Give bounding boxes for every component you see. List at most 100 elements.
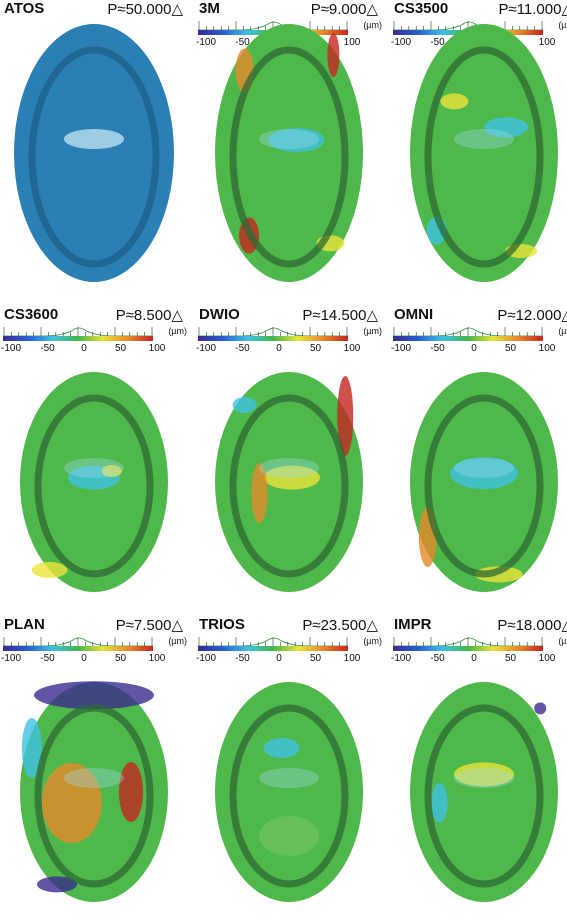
- deviation-patch: [268, 128, 325, 153]
- scale-tick-label: 100: [538, 653, 556, 664]
- p-value: P≈50.000△: [107, 1, 183, 18]
- scale-unit: (µm): [558, 636, 567, 646]
- deviation-patch: [34, 681, 154, 710]
- surface-highlight: [64, 458, 124, 478]
- scale-tick-label: 100: [148, 343, 166, 354]
- scale-tick-label: -50: [40, 343, 55, 354]
- scale-tick-label: 0: [471, 343, 477, 354]
- p-value: P≈7.500△: [115, 617, 183, 634]
- scan-surface-image: [390, 366, 567, 598]
- scan-inner-wall: [424, 394, 544, 578]
- scale-tick-label: -50: [235, 653, 250, 664]
- scan-surface-image: [390, 676, 567, 908]
- deviation-patch: [232, 397, 257, 413]
- color-scale-bar: -100 -50 0 50 100(µm): [0, 325, 187, 355]
- scanner-name: CS3600: [4, 306, 59, 323]
- scale-unit: (µm): [558, 326, 567, 336]
- gradient-bar: [198, 646, 348, 651]
- scale-tick-label: -50: [430, 653, 445, 664]
- deviation-patch: [101, 465, 122, 477]
- scan-outer-rim: [14, 24, 174, 282]
- surface-highlight: [64, 129, 124, 149]
- deviation-patch: [263, 738, 300, 758]
- scanner-name: IMPR: [394, 616, 432, 633]
- scan-surface-image: [195, 366, 384, 598]
- scale-tick-label: 100: [538, 37, 556, 48]
- scale-unit: (µm): [558, 20, 567, 30]
- scale-tick-label: -100: [390, 343, 412, 354]
- scan-surface-image: [0, 18, 189, 288]
- scale-tick-label: 100: [343, 653, 361, 664]
- gradient-bar: [3, 646, 153, 651]
- panel-impr: IMPR P≈18.000△ -100 -50 0 50 100(µm): [390, 616, 567, 920]
- scan-surface-image: [195, 18, 384, 288]
- scanner-name: TRIOS: [199, 616, 245, 633]
- color-scale-bar: -100 -50 0 50 100(µm): [0, 635, 187, 665]
- gradient-bar: [393, 646, 543, 651]
- deviation-patch: [440, 93, 469, 110]
- color-scale-bar: -100 -50 0 50 100(µm): [196, 325, 382, 355]
- scale-unit: (µm): [168, 636, 187, 646]
- scale-tick-label: 50: [309, 343, 322, 354]
- deviation-patch: [454, 762, 514, 787]
- scale-tick-label: -100: [195, 37, 217, 48]
- deviation-patch: [431, 783, 448, 823]
- deviation-patch: [41, 763, 102, 843]
- gradient-bar: [198, 336, 348, 341]
- panel-trios: TRIOS P≈23.500△ -100 -50 0 50 100 (µm): [195, 616, 384, 920]
- scale-tick-label: 100: [148, 653, 166, 664]
- scale-tick-label: -100: [0, 653, 22, 664]
- scan-surface-image: [195, 676, 384, 908]
- scale-tick-label: -50: [235, 343, 250, 354]
- scanner-name: OMNI: [394, 306, 434, 323]
- scan-surface-image: [0, 676, 189, 908]
- scan-inner-wall: [34, 704, 154, 888]
- scanner-name: CS3500: [394, 0, 449, 17]
- scan-inner-wall: [229, 46, 349, 268]
- scale-tick-label: 0: [471, 653, 477, 664]
- p-value: P≈11.000△: [498, 1, 567, 18]
- p-value: P≈23.500△: [302, 617, 378, 634]
- scan-surface-image: [0, 366, 189, 598]
- scale-tick-label: -100: [390, 37, 412, 48]
- scale-tick-label: 100: [343, 37, 361, 48]
- scale-unit: (µm): [363, 20, 382, 30]
- scale-tick-label: 0: [276, 653, 282, 664]
- scale-unit: (µm): [363, 636, 382, 646]
- scale-unit: (µm): [363, 326, 382, 336]
- scale-tick-label: 0: [276, 343, 282, 354]
- scale-tick-label: 50: [309, 653, 322, 664]
- surface-highlight: [259, 458, 319, 478]
- deviation-patch: [263, 465, 320, 490]
- scale-unit: (µm): [168, 326, 187, 336]
- panel-dwio: DWIO P≈14.500△ -100 -50 0 50 100 (µm): [195, 306, 384, 610]
- p-value: P≈8.500△: [115, 307, 183, 324]
- scale-tick-label: 50: [504, 343, 517, 354]
- p-value: P≈9.000△: [310, 1, 378, 18]
- gradient-bar: [393, 336, 543, 341]
- deviation-patch: [31, 562, 68, 578]
- scan-inner-wall: [424, 46, 544, 268]
- scale-tick-label: -50: [430, 37, 445, 48]
- scale-tick-label: -50: [40, 653, 55, 664]
- surface-highlight: [259, 768, 319, 788]
- surface-highlight: [454, 129, 514, 149]
- scanner-name: 3M: [199, 0, 220, 17]
- scan-inner-wall: [28, 46, 160, 268]
- scale-tick-label: -50: [430, 343, 445, 354]
- scale-tick-label: -100: [390, 653, 412, 664]
- scale-tick-label: 50: [114, 343, 127, 354]
- scale-tick-label: -100: [195, 653, 217, 664]
- scale-tick-label: -100: [0, 343, 22, 354]
- scale-tick-label: -50: [235, 37, 250, 48]
- deviation-patch: [251, 463, 268, 523]
- surface-highlight: [64, 768, 124, 788]
- panel-plan: PLAN P≈7.500△ -100 -50 0 50 100 (µm): [0, 616, 189, 920]
- color-scale-bar: -100 -50 0 50 100(µm): [390, 325, 567, 355]
- deviation-patch: [119, 762, 143, 822]
- scan-inner-wall: [229, 394, 349, 578]
- deviation-patch: [259, 816, 319, 856]
- panel-omni: OMNI P≈12.000△ -100 -50 0 50 100(µm): [390, 306, 567, 610]
